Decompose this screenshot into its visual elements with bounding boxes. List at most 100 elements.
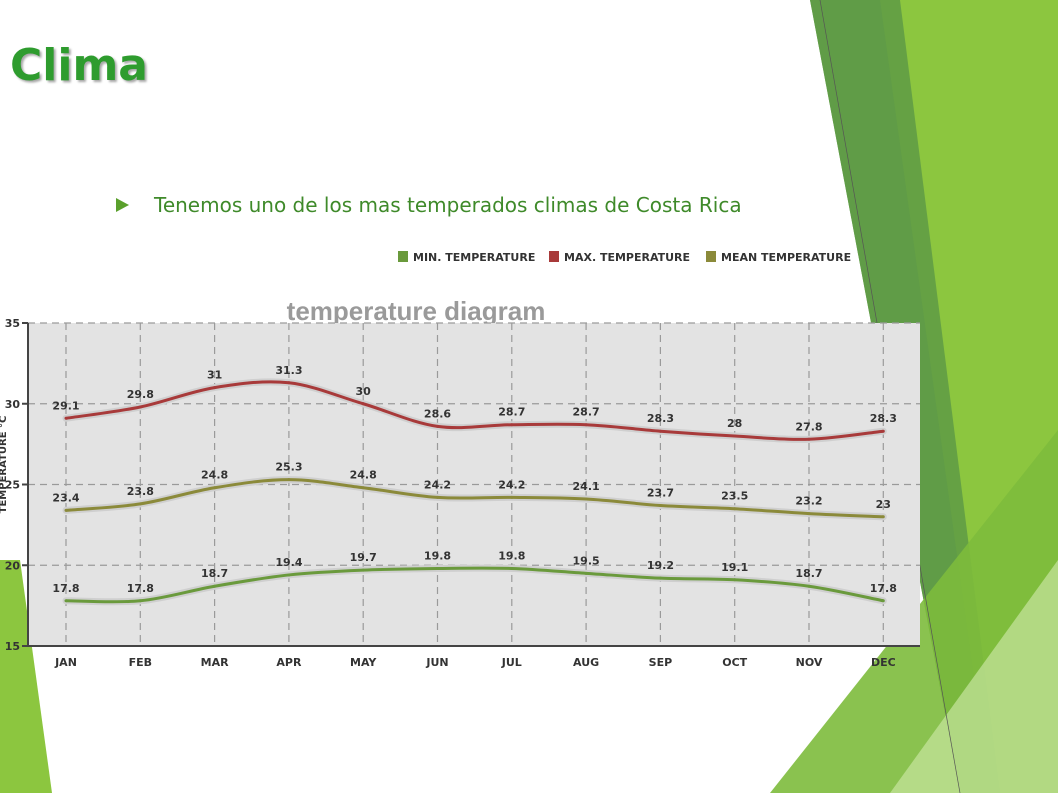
data-point — [807, 512, 811, 516]
x-tick-label: AUG — [573, 656, 599, 669]
data-label: 28.7 — [498, 406, 525, 419]
data-point — [287, 478, 291, 482]
data-label: 29.8 — [127, 388, 154, 401]
data-point — [361, 568, 365, 572]
data-label: 19.1 — [721, 561, 748, 574]
legend-swatch — [706, 251, 716, 262]
x-tick-label: SEP — [649, 656, 673, 669]
data-label: 28.6 — [424, 407, 451, 420]
data-label: 24.2 — [498, 478, 525, 491]
data-point — [510, 423, 514, 427]
data-point — [584, 497, 588, 501]
series-line — [65, 380, 884, 441]
data-point — [881, 429, 885, 433]
data-point — [881, 599, 885, 603]
x-tick-label: NOV — [796, 656, 823, 669]
data-point — [807, 584, 811, 588]
data-label: 18.7 — [795, 567, 822, 580]
y-tick-label: 30 — [5, 398, 21, 411]
legend-swatch — [549, 251, 559, 262]
y-tick-label: 20 — [5, 559, 21, 572]
data-point — [807, 437, 811, 441]
legend-label: MEAN TEMPERATURE — [721, 251, 851, 264]
data-label: 17.8 — [870, 582, 897, 595]
data-label: 19.8 — [424, 549, 451, 562]
y-tick-label: 25 — [5, 479, 20, 492]
bullet-item: Tenemos uno de los mas temperados climas… — [116, 193, 742, 217]
series-line — [65, 566, 884, 604]
x-tick-label: MAY — [350, 656, 377, 669]
data-label: 24.8 — [350, 469, 377, 482]
data-label: 27.8 — [795, 420, 822, 433]
data-label: 19.4 — [275, 556, 302, 569]
data-point — [658, 576, 662, 580]
data-point — [881, 515, 885, 519]
chart-legend: MIN. TEMPERATURE MAX. TEMPERATURE MEAN TEM… — [398, 251, 851, 264]
data-point — [64, 599, 68, 603]
data-point — [138, 405, 142, 409]
data-label: 19.8 — [498, 549, 525, 562]
bullet-text: Tenemos uno de los mas temperados climas… — [154, 193, 742, 217]
temperature-chart: MIN. TEMPERATURE MAX. TEMPERATURE MEAN TEM… — [0, 251, 920, 669]
data-point — [361, 486, 365, 490]
x-tick-label: OCT — [722, 656, 747, 669]
data-point — [510, 495, 514, 499]
slide-title: Clima — [10, 40, 148, 91]
data-point — [510, 566, 514, 570]
data-point — [733, 507, 737, 511]
data-label: 23 — [876, 498, 891, 511]
data-point — [213, 386, 217, 390]
x-tick-label: JUN — [425, 656, 448, 669]
data-label: 24.1 — [573, 480, 600, 493]
data-label: 24.2 — [424, 478, 451, 491]
data-label: 19.7 — [350, 551, 377, 564]
data-point — [658, 503, 662, 507]
series-line — [65, 478, 884, 519]
data-point — [436, 495, 439, 499]
data-label: 23.5 — [721, 490, 748, 503]
data-label: 17.8 — [52, 582, 79, 595]
data-label: 29.1 — [52, 399, 79, 412]
data-point — [213, 486, 217, 490]
x-tick-label: JUL — [501, 656, 522, 669]
data-point — [138, 502, 142, 506]
data-label: 28.3 — [870, 412, 897, 425]
y-axis-label: TEMPERATURE °C — [0, 416, 9, 514]
data-label: 17.8 — [127, 582, 154, 595]
data-point — [287, 573, 291, 577]
data-label: 19.5 — [573, 554, 600, 567]
chart-title: temperature diagram — [287, 296, 546, 326]
data-label: 18.7 — [201, 567, 228, 580]
chart-series: 17.8 17.8 18.7 19.4 19.7 19.8 19.8 19.5 19.2 19.1… — [52, 364, 897, 606]
data-point — [733, 434, 737, 438]
legend-label: MIN. TEMPERATURE — [413, 251, 535, 264]
bullet-arrow-icon — [116, 198, 129, 212]
pale-decor-triangle — [890, 560, 1058, 793]
y-tick-label: 15 — [5, 640, 20, 653]
data-point — [658, 429, 662, 433]
x-tick-label: MAR — [201, 656, 229, 669]
data-point — [584, 571, 588, 575]
data-point — [64, 416, 68, 420]
x-tick-label: DEC — [871, 656, 896, 669]
x-tick-label: JAN — [54, 656, 77, 669]
x-tick-label: APR — [276, 656, 302, 669]
data-point — [64, 508, 68, 512]
data-point — [584, 423, 588, 427]
data-label: 28 — [727, 417, 742, 430]
data-point — [733, 578, 737, 582]
legend-label: MAX. TEMPERATURE — [564, 251, 690, 264]
data-point — [436, 424, 439, 428]
data-label: 31.3 — [275, 364, 302, 377]
data-label: 23.2 — [795, 495, 822, 508]
data-label: 25.3 — [275, 461, 302, 474]
data-point — [138, 599, 142, 603]
data-point — [287, 381, 291, 385]
data-point — [213, 584, 217, 588]
data-label: 23.4 — [52, 491, 79, 504]
data-label: 31 — [207, 369, 222, 382]
data-label: 23.8 — [127, 485, 154, 498]
data-point — [361, 402, 365, 406]
y-tick-label: 35 — [5, 317, 20, 330]
